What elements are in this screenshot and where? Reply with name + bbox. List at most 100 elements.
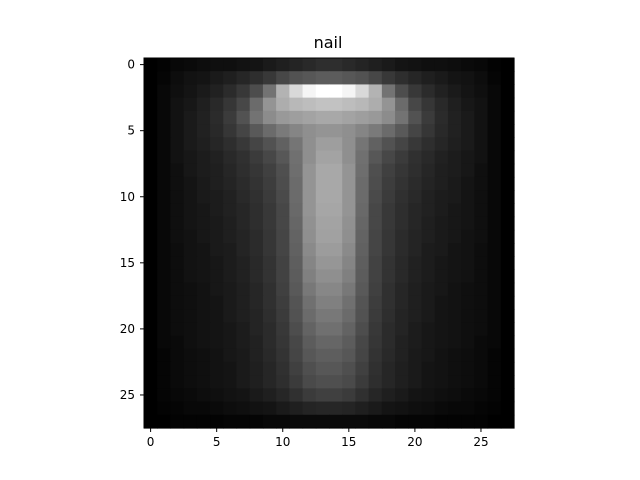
heatmap-cell [196, 216, 211, 231]
heatmap-cell [342, 137, 357, 152]
heatmap-cell [289, 401, 304, 416]
heatmap-cell [157, 295, 172, 310]
heatmap-cell [144, 335, 158, 350]
heatmap-cell [262, 269, 277, 284]
heatmap-cell [408, 216, 423, 231]
heatmap-cell [144, 401, 158, 416]
heatmap-cell [157, 388, 172, 403]
heatmap-cell [196, 295, 211, 310]
heatmap-cell [196, 375, 211, 389]
heatmap-cell [408, 137, 423, 152]
heatmap-cell [236, 163, 251, 178]
chart-title: nail [314, 33, 343, 52]
heatmap-cell [236, 269, 251, 284]
heatmap-cell [487, 58, 502, 72]
heatmap-cell [329, 322, 343, 337]
heatmap-cell [183, 309, 198, 323]
heatmap-cell [223, 361, 238, 376]
heatmap-cell [381, 84, 396, 99]
heatmap-cell [223, 58, 238, 72]
heatmap-cell [329, 401, 343, 416]
heatmap-cell [368, 203, 383, 218]
heatmap-cell [447, 414, 462, 429]
heatmap-cell [434, 71, 449, 86]
heatmap-cell [236, 216, 251, 231]
heatmap-cell [249, 71, 264, 86]
heatmap-cell [474, 388, 489, 403]
heatmap-cell [434, 388, 449, 403]
heatmap-cell [170, 309, 185, 323]
heatmap-cell [461, 229, 475, 244]
heatmap-cell [342, 322, 357, 337]
heatmap-cell [144, 124, 158, 138]
heatmap-cell [223, 269, 238, 284]
heatmap-cell [276, 176, 290, 191]
heatmap-cell [210, 216, 224, 231]
heatmap-cell [196, 176, 211, 191]
heatmap-cell [381, 256, 396, 271]
heatmap-cell [342, 71, 357, 86]
heatmap-cell [395, 401, 409, 416]
heatmap-cell [144, 322, 158, 337]
heatmap-cell [210, 71, 224, 86]
heatmap-cell [289, 414, 304, 429]
heatmap-cell [302, 401, 317, 416]
heatmap-cell [329, 71, 343, 86]
heatmap-cell [249, 84, 264, 99]
heatmap-cell [355, 282, 370, 297]
heatmap-cell [447, 375, 462, 389]
heatmap-cell [434, 163, 449, 178]
heatmap-cell [302, 309, 317, 323]
heatmap-cell [196, 348, 211, 363]
heatmap-cell [408, 110, 423, 125]
heatmap-cell [210, 124, 224, 138]
heatmap-cell [302, 58, 317, 72]
heatmap-cell [210, 414, 224, 429]
heatmap-cell [144, 243, 158, 257]
heatmap-cell [461, 137, 475, 152]
heatmap-cell [474, 361, 489, 376]
heatmap-cell [289, 256, 304, 271]
heatmap-cell [355, 388, 370, 403]
heatmap-cell [487, 348, 502, 363]
heatmap-cell [342, 388, 357, 403]
heatmap-cell [395, 84, 409, 99]
heatmap-cell [144, 309, 158, 323]
heatmap-cell [447, 269, 462, 284]
heatmap-cell [196, 110, 211, 125]
heatmap-cell [408, 375, 423, 389]
heatmap-cell [196, 163, 211, 178]
heatmap-cell [196, 309, 211, 323]
heatmap-cell [170, 150, 185, 165]
heatmap-cell [183, 243, 198, 257]
heatmap-cell [144, 375, 158, 389]
heatmap-cell [368, 84, 383, 99]
heatmap-cell [315, 401, 330, 416]
heatmap-cell [461, 163, 475, 178]
heatmap-cell [329, 124, 343, 138]
heatmap-cell [276, 295, 290, 310]
heatmap-cell [249, 163, 264, 178]
heatmap-cell [500, 361, 515, 376]
heatmap-cell [395, 414, 409, 429]
heatmap-cell [236, 401, 251, 416]
heatmap-cell [196, 256, 211, 271]
heatmap-cell [157, 97, 172, 112]
heatmap-cell [500, 137, 515, 152]
heatmap-cell [381, 401, 396, 416]
heatmap-cell [329, 97, 343, 112]
heatmap-cell [210, 203, 224, 218]
heatmap-cell [342, 375, 357, 389]
heatmap-cell [500, 190, 515, 204]
heatmap-cell [434, 190, 449, 204]
heatmap-cell [262, 229, 277, 244]
heatmap-cell [144, 388, 158, 403]
heatmap-cell [381, 414, 396, 429]
heatmap-cell [421, 71, 436, 86]
heatmap-cell [236, 190, 251, 204]
heatmap-cell [355, 163, 370, 178]
heatmap-cell [461, 124, 475, 138]
heatmap-cell [170, 124, 185, 138]
heatmap-cell [461, 361, 475, 376]
heatmap-cell [157, 401, 172, 416]
